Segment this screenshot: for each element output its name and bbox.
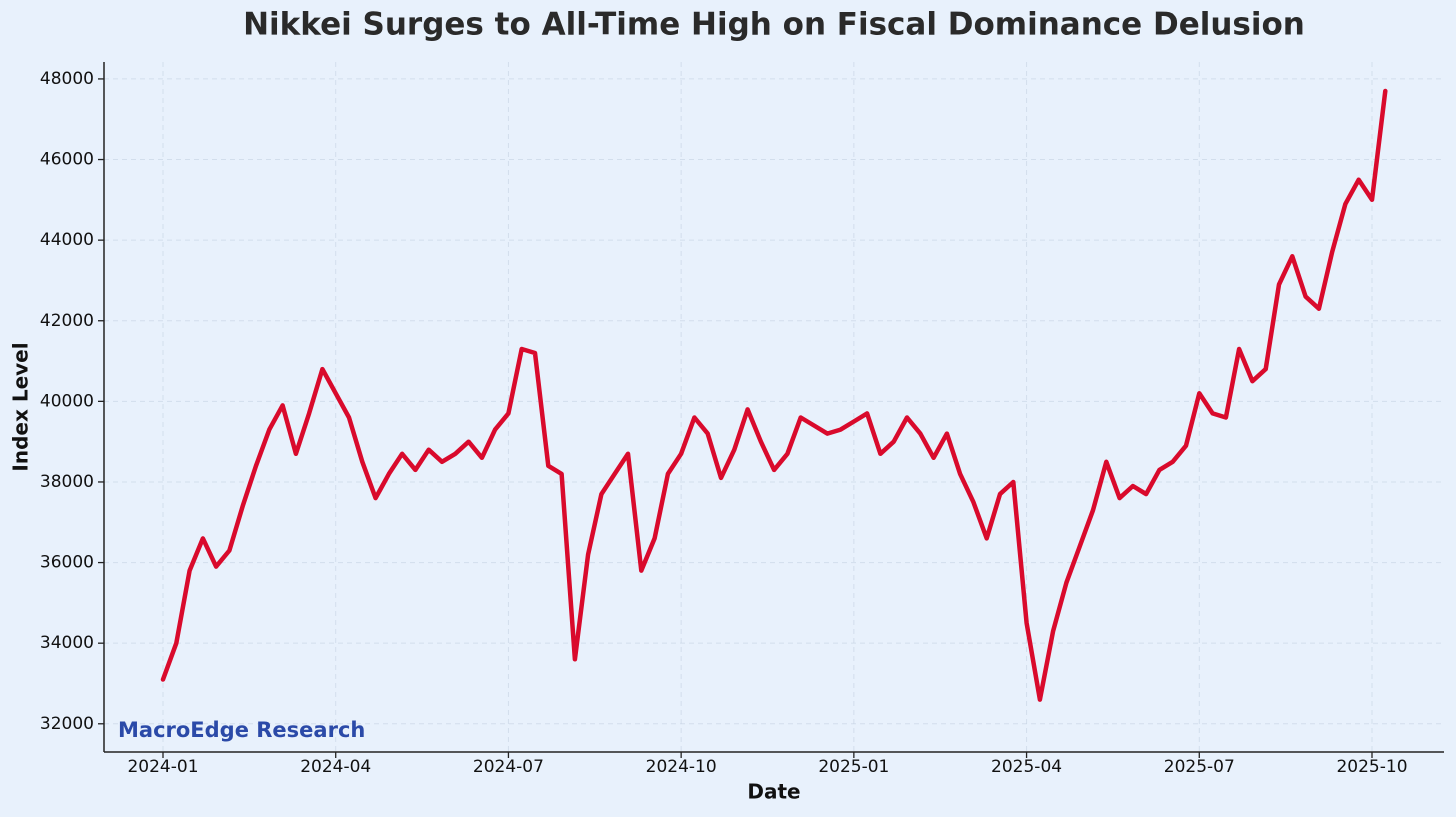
y-tick-label: 46000 bbox=[40, 150, 94, 170]
x-tick-label: 2024-01 bbox=[127, 757, 198, 777]
data-line bbox=[160, 88, 1388, 702]
y-tick-label: 40000 bbox=[40, 391, 94, 411]
x-tick-label: 2024-04 bbox=[300, 757, 371, 777]
y-tick-label: 42000 bbox=[40, 311, 94, 331]
x-axis-label: Date bbox=[747, 780, 800, 804]
x-tick-label: 2025-01 bbox=[818, 757, 889, 777]
x-tick-label: 2025-04 bbox=[991, 757, 1062, 777]
x-tick-label: 2024-07 bbox=[473, 757, 544, 777]
x-tick-label: 2024-10 bbox=[646, 757, 717, 777]
x-tick-label: 2025-07 bbox=[1164, 757, 1235, 777]
chart-title: Nikkei Surges to All-Time High on Fiscal… bbox=[243, 7, 1305, 43]
y-tick-label: 38000 bbox=[40, 472, 94, 492]
y-tick-label: 34000 bbox=[40, 633, 94, 653]
x-tick-label: 2025-10 bbox=[1336, 757, 1407, 777]
y-tick-label: 44000 bbox=[40, 230, 94, 250]
y-tick-label: 36000 bbox=[40, 553, 94, 573]
y-tick-label: 32000 bbox=[40, 714, 94, 734]
y-tick-label: 48000 bbox=[40, 69, 94, 89]
watermark: MacroEdge Research bbox=[118, 718, 365, 742]
y-axis-label: Index Level bbox=[9, 342, 33, 471]
